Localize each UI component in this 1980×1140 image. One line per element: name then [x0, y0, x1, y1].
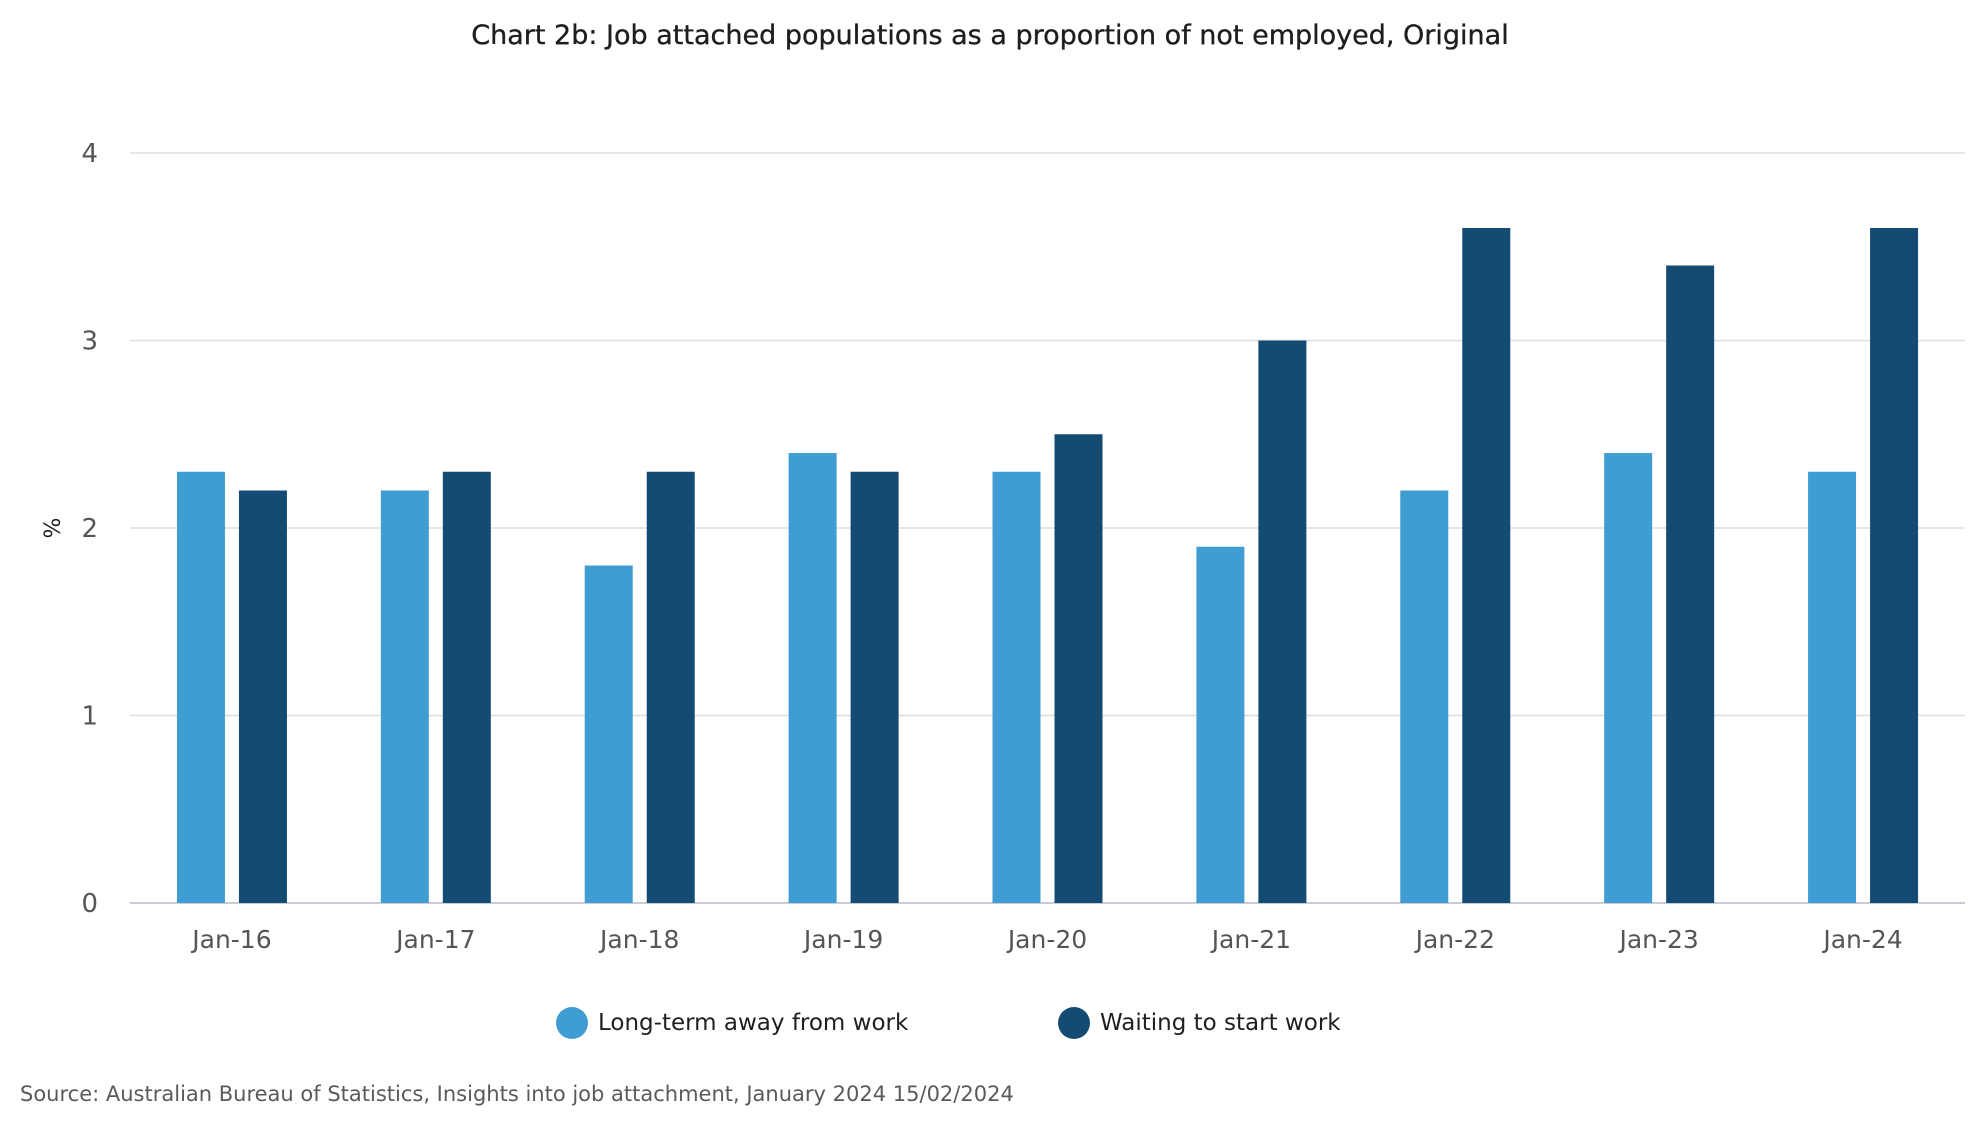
bar-long-term [176, 471, 225, 903]
bar-long-term [1808, 471, 1857, 903]
bar-waiting [850, 471, 899, 903]
y-tick-label: 3 [81, 327, 98, 357]
chart-title: Chart 2b: Job attached populations as a … [471, 20, 1509, 51]
y-tick-label: 1 [81, 702, 98, 732]
legend: Long-term away from work Waiting to star… [0, 1003, 1980, 1043]
bar-long-term [992, 471, 1041, 903]
legend-label-long-term: Long-term away from work [598, 1010, 909, 1036]
y-tick-label: 4 [81, 139, 98, 169]
bar-waiting [1258, 340, 1307, 903]
bar-waiting [1462, 228, 1511, 903]
x-tick-label: Jan-23 [1617, 925, 1698, 954]
x-tick-label: Jan-21 [1210, 925, 1291, 954]
x-tick-label: Jan-19 [802, 925, 883, 954]
x-tick-label: Jan-17 [394, 925, 475, 954]
source-note: Source: Australian Bureau of Statistics,… [20, 1082, 1014, 1106]
bar-waiting [1870, 228, 1919, 903]
legend-label-waiting: Waiting to start work [1100, 1010, 1341, 1036]
bar-long-term [584, 565, 633, 903]
legend-swatch-waiting [1058, 1007, 1090, 1039]
y-tick-label: 0 [81, 889, 98, 919]
legend-item-waiting[interactable]: Waiting to start work [1058, 1003, 1341, 1043]
x-tick-label: Jan-16 [190, 925, 271, 954]
x-tick-label: Jan-24 [1821, 925, 1902, 954]
bar-long-term [1400, 490, 1449, 903]
bar-long-term [1196, 546, 1245, 903]
bar-waiting [1054, 434, 1103, 903]
y-tick-label: 2 [81, 514, 98, 544]
bar-waiting [646, 471, 695, 903]
bar-waiting [238, 490, 287, 903]
x-tick-label: Jan-20 [1006, 925, 1087, 954]
bar-waiting [442, 471, 491, 903]
x-tick-label: Jan-22 [1414, 925, 1495, 954]
bar-long-term [1604, 453, 1653, 903]
legend-item-long-term[interactable]: Long-term away from work [556, 1003, 908, 1043]
bar-long-term [380, 490, 429, 903]
bar-long-term [788, 453, 837, 903]
legend-swatch-long-term [556, 1007, 588, 1039]
x-tick-label: Jan-18 [598, 925, 679, 954]
y-axis-label: % [41, 518, 66, 539]
bar-waiting [1666, 265, 1715, 903]
